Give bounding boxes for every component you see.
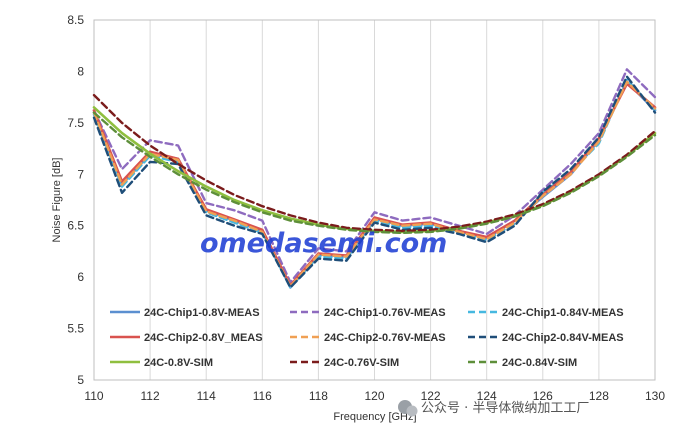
legend-entry-label: 24C-Chip2-0.76V-MEAS: [324, 332, 446, 344]
legend-entry-label: 24C-Chip1-0.76V-MEAS: [324, 307, 446, 319]
series-line-8: [92, 93, 657, 233]
y-tick-label: 7: [77, 167, 84, 181]
y-tick-label: 5.5: [67, 322, 84, 336]
y-tick-label: 6.5: [67, 219, 84, 233]
x-tick-label: 126: [533, 389, 553, 403]
legend: 24C-Chip1-0.8V-MEAS 24C-Chip1-0.76V-MEAS 2…: [110, 307, 624, 369]
x-tick-label: 124: [477, 389, 497, 403]
legend-entry-label: 24C-Chip2-0.8V_MEAS: [144, 332, 263, 344]
y-tick-label: 6: [77, 270, 84, 284]
plot-area-frame: [93, 19, 656, 381]
y-axis-ticks: 5 5.5 6 6.5 7 7.5 8 8.5: [67, 13, 84, 387]
y-tick-label: 8: [77, 64, 84, 78]
y-tick-label: 5: [77, 373, 84, 387]
legend-entry-label: 24C-0.76V-SIM: [324, 357, 399, 369]
watermark-text: omedasemi.com: [200, 228, 447, 259]
legend-entry-label: 24C-Chip1-0.8V-MEAS: [144, 307, 260, 319]
x-axis-title: Frequency [GHz]: [333, 411, 416, 423]
wechat-icon: [398, 400, 418, 417]
x-tick-label: 128: [589, 389, 609, 403]
x-tick-label: 130: [645, 389, 665, 403]
x-tick-label: 118: [309, 389, 328, 403]
y-axis-title: Noise Figure [dB]: [51, 158, 63, 243]
credit-text: 公众号 · 半导体微纳加工工厂: [421, 401, 589, 416]
x-tick-label: 122: [421, 389, 441, 403]
legend-entry-label: 24C-0.8V-SIM: [144, 357, 213, 369]
x-tick-label: 120: [364, 389, 384, 403]
series-line-6: [92, 75, 657, 289]
series-line-9: [92, 111, 657, 235]
x-tick-label: 112: [141, 389, 160, 403]
x-tick-label: 116: [253, 389, 272, 403]
legend-entry-label: 24C-0.84V-SIM: [502, 357, 577, 369]
legend-entry-label: 24C-Chip1-0.84V-MEAS: [502, 307, 624, 319]
x-axis-ticks: 110 112 114 116 118 120 122 124 126 128 130: [84, 389, 665, 403]
y-tick-label: 8.5: [67, 13, 84, 27]
x-tick-label: 114: [197, 389, 216, 403]
legend-entry-label: 24C-Chip2-0.84V-MEAS: [502, 332, 624, 344]
series-line-2: [92, 68, 657, 284]
x-tick-label: 110: [84, 389, 103, 403]
y-tick-label: 7.5: [67, 116, 84, 130]
series-layer: [92, 68, 657, 289]
